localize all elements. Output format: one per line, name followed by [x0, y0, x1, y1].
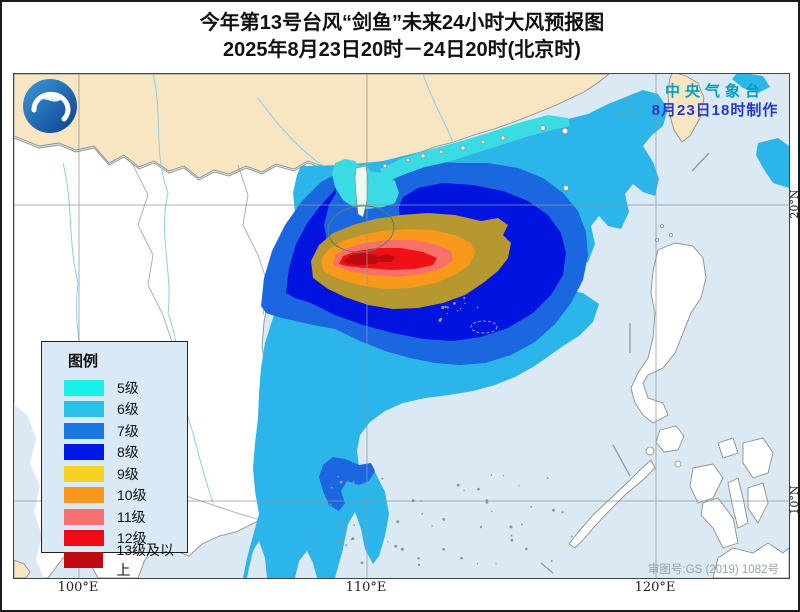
wind-area-level13 [343, 253, 383, 265]
coastal-islets [382, 125, 569, 191]
penghu-dots [619, 97, 646, 117]
legend-row: 11级 [54, 506, 187, 528]
legend-swatch [64, 487, 104, 504]
legend-row: 7级 [54, 420, 187, 442]
map-title-line1: 今年第13号台风“剑鱼”未来24小时大风预报图 [199, 12, 605, 34]
taiwan-island [667, 74, 705, 143]
legend-swatch [64, 422, 104, 439]
legend-swatch [64, 508, 104, 525]
wind-area-level6-ne1 [732, 74, 770, 93]
legend-label: 7级 [117, 422, 139, 439]
logo-dragon [38, 93, 64, 102]
wind-area-level6-ne2 [756, 138, 789, 188]
legend-label: 9级 [117, 465, 139, 482]
lon-label-120e: 120°E [634, 580, 676, 595]
legend-label: 6级 [117, 401, 139, 418]
legend-label: 13级及以上 [116, 541, 175, 578]
legend-swatch [64, 465, 104, 482]
legend-label: 10级 [117, 487, 147, 504]
philippines-islands [568, 223, 789, 578]
approval-number: 审图号:GS (2019) 1082号 [647, 564, 779, 576]
cma-logo [23, 79, 77, 133]
malay-tip [14, 559, 31, 578]
legend-label: 8级 [117, 444, 139, 461]
wind-area-level7-hook [319, 457, 375, 511]
legend-row: 13级及以上 [54, 542, 187, 578]
issue-time: 8月23日18时制作 [651, 102, 779, 119]
legend-row: 8级 [54, 442, 187, 464]
legend-swatch [64, 551, 104, 568]
lat-label-10n: 10°N [788, 485, 800, 515]
legend-swatch [64, 530, 104, 547]
legend-swatch [64, 379, 104, 396]
nansha-reef-dots [315, 474, 573, 567]
reef-dashed-circle [470, 320, 498, 334]
xisha-reef-dots [438, 296, 479, 322]
legend-row: 5级 [54, 377, 187, 399]
lat-label-20n: 20°N [788, 189, 800, 219]
wind-area-level13b [377, 254, 395, 262]
legend-swatch [64, 444, 104, 461]
lon-label-110e: 110°E [345, 580, 387, 595]
legend-label: 11级 [117, 508, 146, 525]
river-pearl [422, 74, 454, 144]
west-bay [14, 404, 44, 578]
legend-row: 9级 [54, 463, 187, 485]
legend-label: 12级 [117, 530, 147, 547]
legend-swatch [64, 401, 104, 418]
legend-row: 10级 [54, 485, 187, 507]
border-cambodia [182, 494, 266, 522]
river-mekong [152, 74, 214, 504]
legend-title: 图例 [68, 353, 99, 370]
boundary-dashes [540, 152, 710, 574]
map-title-line2: 2025年8月23日20时－24日20时(北京时) [223, 39, 581, 61]
legend-row: 12级 [54, 528, 187, 550]
agency-name: 中央气象台 [664, 83, 765, 100]
hainan-outline [327, 205, 395, 253]
wind-area-level5-coast [380, 115, 570, 181]
legend: 图例 5级 6级 7级 8级 9级 10级 11级 [41, 341, 188, 578]
lon-label-100e: 100°E [57, 580, 99, 595]
legend-label: 5级 [117, 379, 139, 396]
legend-row: 6级 [54, 399, 187, 421]
